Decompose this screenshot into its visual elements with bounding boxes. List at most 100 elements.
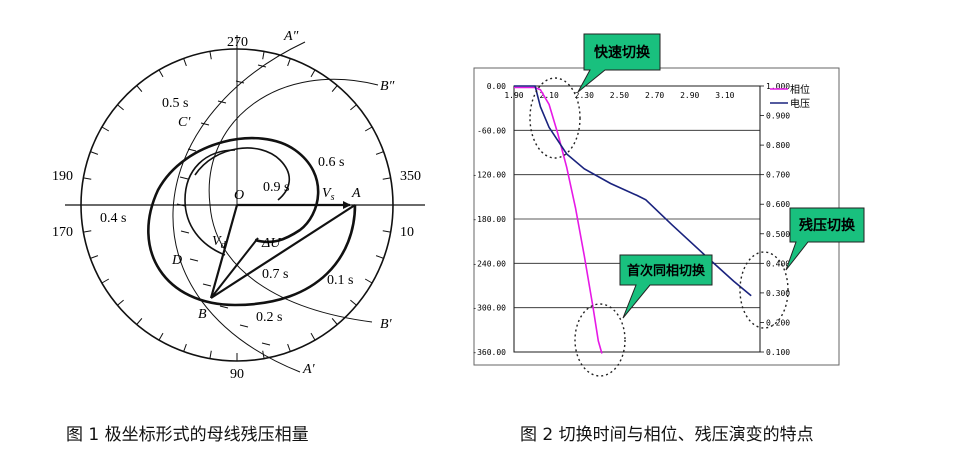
y-left-tick-label: -120.00 <box>472 171 506 180</box>
x-tick-label: 2.50 <box>610 91 629 100</box>
arc-tick <box>219 305 229 309</box>
angle-170-label: 170 <box>52 225 73 240</box>
outer-tick <box>350 299 357 306</box>
y-left-tick-labels: 0.00 -60.00 -120.00 -180.00 -240.00 -300.00 -3… <box>472 82 506 357</box>
outer-tick <box>101 278 110 284</box>
line-a-arc-ticks <box>176 64 271 346</box>
outer-tick <box>310 332 316 341</box>
y-left-tick-label: -180.00 <box>472 215 506 224</box>
chart-legend: 相位 电压 <box>770 83 810 110</box>
arc-tick <box>180 230 190 234</box>
outer-tick <box>364 278 373 284</box>
vector-vd <box>209 204 239 299</box>
y-right-tick-label: 0.600 <box>766 200 790 209</box>
time-06s-label: 0.6 s <box>318 155 344 170</box>
arc-tick <box>179 176 189 180</box>
outer-tick <box>183 58 187 67</box>
outer-tick <box>158 69 164 78</box>
y-right-tick-label: 0.400 <box>766 259 790 268</box>
vector-vd-label: Vd <box>212 234 227 251</box>
angle-10-label: 10 <box>400 225 414 240</box>
outer-tick <box>136 85 143 92</box>
chart-gridlines <box>514 85 760 353</box>
time-04s-label: 0.4 s <box>100 211 126 226</box>
vector-vs-label: Vs <box>322 186 335 203</box>
line-b2-label: B″ <box>380 79 395 94</box>
point-c-label: C′ <box>178 115 191 130</box>
outer-tick <box>310 69 316 78</box>
y-right-tick-label: 0.800 <box>766 141 790 150</box>
residual-switch-ellipse <box>739 251 789 329</box>
x-tick-label: 2.70 <box>645 91 664 100</box>
arc-tick <box>200 122 210 126</box>
first-inphase-ellipse <box>574 303 626 377</box>
y-right-tick-label: 1.000 <box>766 82 790 91</box>
arc-tick <box>261 342 271 346</box>
y-right-tick-label: 0.200 <box>766 318 790 327</box>
angle-190-label: 190 <box>52 169 73 184</box>
switching-chart: 1.90 2.10 2.30 2.50 2.70 2.90 3.10 0.00 -60.00 -… <box>472 33 865 377</box>
vector-delta-u-label: ΔU <box>261 236 281 251</box>
time-02s-label: 0.2 s <box>256 310 282 325</box>
outer-tick <box>209 350 212 359</box>
outer-tick <box>90 255 99 259</box>
legend-voltage-label: 电压 <box>790 97 810 110</box>
callout-first-inphase-text: 首次同相切换 <box>627 263 706 279</box>
figure2-caption: 图 2 切换时间与相位、残压演变的特点 <box>520 425 814 445</box>
inner-spiral <box>184 149 236 256</box>
x-tick-label: 1.90 <box>504 91 523 100</box>
line-a2-label: A″ <box>283 29 299 44</box>
y-left-tick-label: -300.00 <box>472 304 506 313</box>
y-left-tick-label: -60.00 <box>477 126 506 135</box>
x-tick-label: 2.90 <box>680 91 699 100</box>
outer-tick <box>287 58 291 67</box>
x-tick-labels: 1.90 2.10 2.30 2.50 2.70 2.90 3.10 <box>504 91 734 100</box>
outer-tick <box>183 343 187 352</box>
x-tick-label: 2.30 <box>575 91 594 100</box>
point-b-label: B <box>198 307 207 322</box>
x-tick-label: 3.10 <box>715 91 734 100</box>
y-right-tick-label: 0.700 <box>766 171 790 180</box>
y-right-tick-label: 0.900 <box>766 112 790 121</box>
callout-residual-switch-text: 残压切换 <box>799 217 856 234</box>
outer-tick <box>136 318 143 325</box>
vector-delta-u <box>210 204 356 299</box>
angle-90-label: 90 <box>230 367 244 382</box>
point-a-label: A <box>351 186 361 201</box>
callout-fast-switch: 快速切换 <box>577 33 661 93</box>
outer-tick <box>83 177 92 180</box>
outer-tick <box>262 51 265 60</box>
time-01s-label: 0.1 s <box>327 273 353 288</box>
y-left-tick-label: -360.00 <box>472 348 506 357</box>
outer-tick <box>350 104 357 111</box>
x-tick-label: 2.10 <box>540 91 559 100</box>
outer-tick <box>158 332 164 341</box>
arc-tick <box>239 324 249 328</box>
outer-tick <box>364 126 373 132</box>
point-o-label: O <box>234 188 244 203</box>
fast-switch-ellipse <box>529 77 581 159</box>
outer-tick <box>117 104 124 111</box>
series-phase-line <box>514 86 603 354</box>
y-right-tick-label: 0.300 <box>766 289 790 298</box>
line-b-arc <box>208 78 379 323</box>
arc-tick <box>176 203 186 207</box>
residual-voltage-spiral <box>147 136 357 307</box>
outer-tick <box>382 177 391 180</box>
arc-tick <box>202 283 212 287</box>
figure1-caption: 图 1 极坐标形式的母线残压相量 <box>66 425 309 445</box>
polar-diagram: 270 190 170 350 10 90 0.5 s 0.6 s 0.9 s … <box>52 29 425 382</box>
arc-tick <box>235 80 245 84</box>
legend-phase-label: 相位 <box>790 83 810 96</box>
line-b1-label: B′ <box>380 317 393 332</box>
line-a1-label: A′ <box>302 362 316 377</box>
outer-tick <box>375 255 384 259</box>
callout-first-inphase: 首次同相切换 <box>619 254 713 319</box>
y-right-tick-label: 0.100 <box>766 348 790 357</box>
outer-tick <box>331 85 338 92</box>
y-right-tick-label: 0.500 <box>766 230 790 239</box>
angle-350-label: 350 <box>400 169 421 184</box>
arc-tick <box>189 258 199 262</box>
point-d-label: D <box>171 253 182 268</box>
